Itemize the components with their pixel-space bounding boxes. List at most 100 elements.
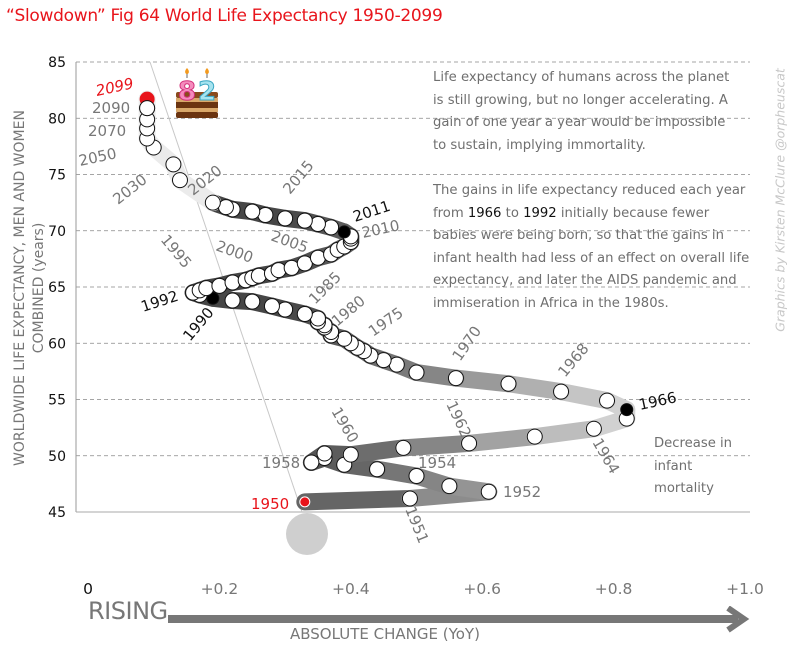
point-1963 [526, 428, 543, 445]
x-tick-label: +0.8 [594, 580, 633, 598]
point-2016 [257, 207, 274, 223]
point-1970 [447, 370, 464, 387]
x-tick-label: +0.2 [200, 580, 239, 598]
track-segment [394, 434, 478, 457]
point-1988 [244, 293, 261, 310]
y-tick-label: 70 [48, 224, 66, 240]
y-axis-label-line1: WORLDWIDE LIFE EXPECTANCY, MEN AND WOMEN [12, 110, 28, 466]
year-label-1990: 1990 [179, 304, 217, 345]
year-label-1962: 1962 [442, 398, 474, 440]
point-1959 [316, 445, 333, 462]
point-2013 [309, 216, 326, 232]
note-infant-mortality: Decrease in infant mortality [654, 436, 733, 496]
note-gains-part3: initially because fewer babies were bein… [433, 205, 750, 311]
year-label-2000: 2000 [214, 237, 256, 267]
year-label-1952: 1952 [503, 483, 541, 501]
x-tick-label: +0.4 [331, 580, 370, 598]
year-label-2099: 2099 [94, 74, 135, 100]
year-label-2050: 2050 [77, 144, 118, 170]
note-gains: The gains in life expectancy reduced eac… [433, 180, 753, 315]
y-tick-label: 45 [48, 505, 66, 521]
y-axis-label: WORLDWIDE LIFE EXPECTANCY, MEN AND WOMEN… [11, 110, 49, 466]
year-label-1954: 1954 [418, 454, 456, 472]
y-tick-label: 75 [48, 168, 66, 184]
x-tick-label: +1.0 [726, 580, 764, 598]
data-points [139, 91, 635, 508]
year-label-2090: 2090 [92, 99, 130, 117]
x-tick-label: 0 [83, 580, 93, 598]
point-1960 [342, 446, 359, 463]
point-2001 [270, 262, 287, 279]
point-2011 [337, 225, 351, 239]
point-1999 [250, 267, 267, 284]
y-axis-ticks: 45 50 55 60 65 70 75 80 85 [48, 55, 66, 521]
x-axis-label: ABSOLUTE CHANGE (YoY) [290, 625, 480, 643]
point-2040 [165, 156, 182, 173]
point-1994 [198, 280, 215, 297]
gridlines [76, 61, 750, 457]
y-tick-label: 60 [48, 336, 66, 352]
point-1995 [211, 277, 228, 294]
point-2012 [323, 219, 340, 236]
point-2020 [204, 194, 221, 211]
year-label-1950: 1950 [251, 495, 289, 513]
note-gains-part2: to [501, 205, 524, 221]
x-axis-arrow [168, 606, 750, 633]
note-gains-year-1992: 1992 [523, 205, 557, 221]
point-1954 [408, 468, 425, 484]
y-tick-label: 85 [48, 55, 66, 71]
point-1951 [401, 490, 418, 507]
note-gains-year-1966: 1966 [467, 205, 502, 221]
point-1978 [336, 330, 353, 347]
point-2090-overlay [139, 100, 156, 117]
year-label-2005: 2005 [269, 227, 311, 257]
point-1962 [461, 435, 478, 452]
point-1964 [585, 420, 602, 437]
birthday-cake-icon: 8 2 [176, 68, 218, 118]
point-1958 [303, 454, 320, 471]
year-label-1992: 1992 [139, 287, 181, 316]
year-label-2070: 2070 [88, 122, 126, 140]
year-label-1985: 1985 [305, 268, 345, 308]
point-2030 [171, 172, 188, 189]
point-1967 [599, 392, 616, 409]
x-tick-label: +0.6 [463, 580, 502, 598]
year-label-1960: 1960 [328, 404, 363, 446]
note-gains-part1: The gains in life expectancy reduced eac… [433, 183, 746, 221]
year-label-1975: 1975 [365, 304, 407, 341]
point-2004 [309, 249, 326, 266]
point-1969 [500, 375, 517, 392]
chart-title: “Slowdown” Fig 64 World Life Expectancy … [6, 6, 443, 26]
point-1971 [408, 364, 425, 381]
point-1953 [441, 478, 458, 495]
point-2017 [244, 203, 261, 220]
year-label-1958: 1958 [262, 454, 300, 472]
track-segment [342, 439, 412, 464]
cake-digit-8: 8 [178, 77, 196, 107]
point-1989 [224, 292, 241, 309]
point-1985 [296, 306, 313, 322]
year-label-2015: 2015 [279, 157, 317, 198]
year-label-1951: 1951 [401, 504, 432, 546]
point-2014 [296, 212, 313, 229]
point-1987 [263, 298, 280, 315]
note-immortality: Life expectancy of humans across the pla… [433, 70, 730, 153]
y-tick-label: 55 [48, 393, 66, 409]
track-segment [499, 375, 570, 401]
point-2015 [277, 210, 294, 227]
track-segment [460, 428, 544, 452]
track-segment [296, 490, 419, 511]
year-label-2030: 2030 [109, 170, 150, 208]
track-segment [526, 420, 603, 446]
point-1961 [395, 439, 412, 456]
cake-digit-2: 2 [198, 77, 216, 107]
point-1950 [299, 496, 311, 508]
point-1996 [224, 274, 241, 291]
point-1968 [553, 383, 570, 400]
year-label-1980: 1980 [328, 292, 369, 330]
point-1955 [369, 461, 386, 478]
credit-text: Graphics by Kirsten McClure @orpheuscat [772, 68, 788, 332]
y-tick-label: 65 [48, 280, 66, 296]
point-1952 [480, 483, 497, 500]
